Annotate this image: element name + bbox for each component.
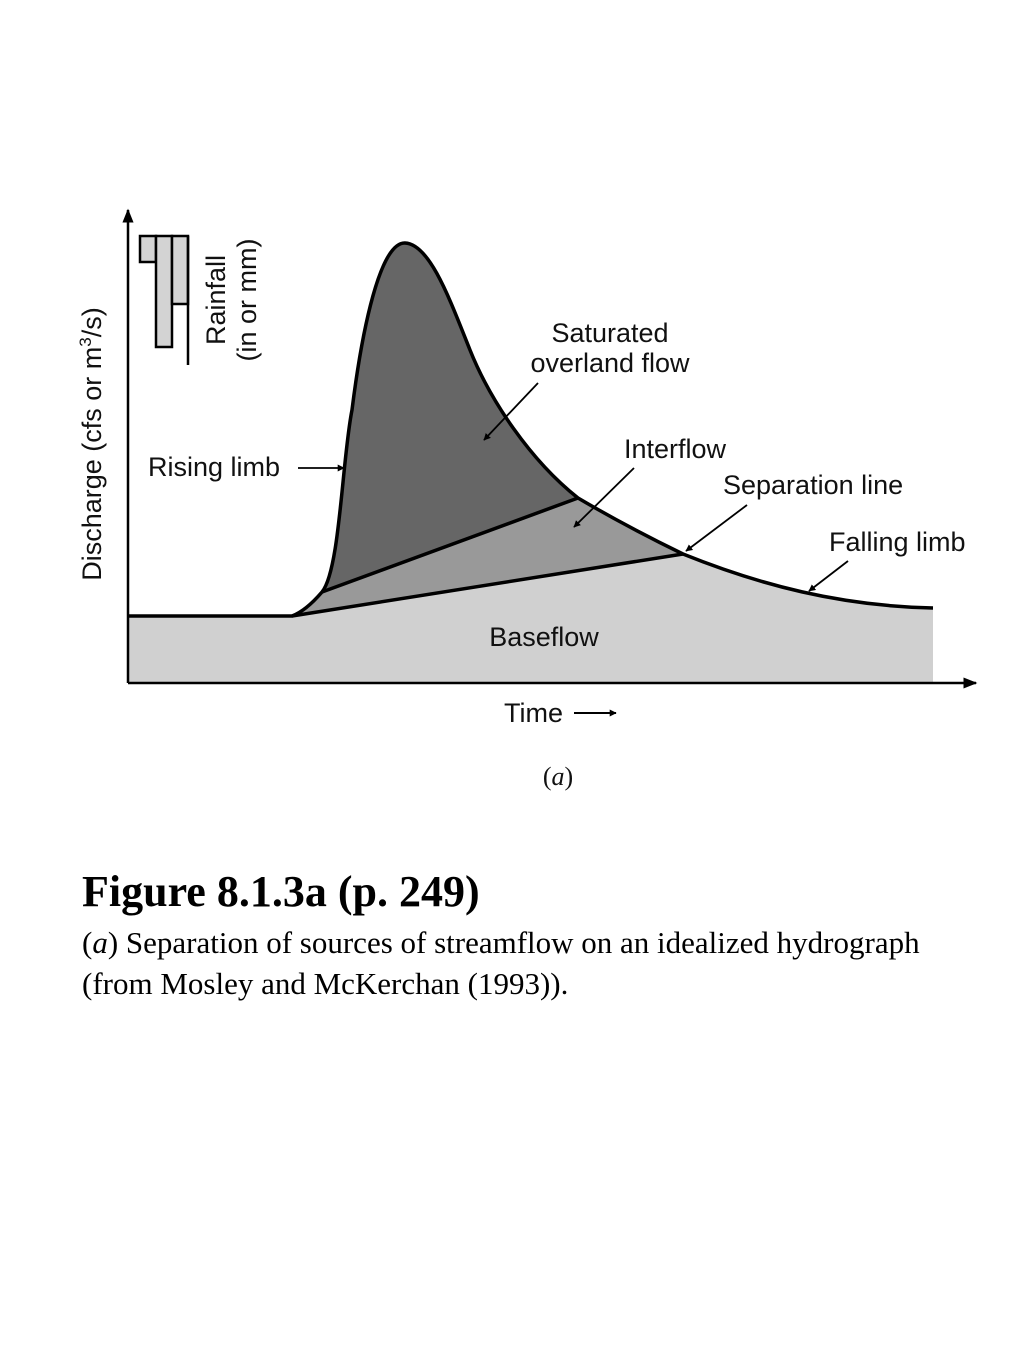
saturated-overland-flow-label-line2: overland flow	[530, 348, 690, 378]
rainfall-label: Rainfall	[201, 255, 231, 345]
caption-text: Separation of sources of streamflow on a…	[82, 925, 920, 1001]
x-axis-label: Time	[504, 698, 563, 728]
figure-caption: (a) Separation of sources of streamflow …	[82, 925, 920, 1001]
overland-flow-pointer	[483, 382, 539, 441]
falling-limb-label: Falling limb	[829, 527, 966, 557]
overland-flow-area	[322, 242, 578, 592]
interflow-separation-line	[321, 496, 579, 594]
rainfall-hyetograph	[138, 234, 190, 365]
baseflow-separation-line	[291, 552, 684, 618]
rainfall-bar	[170, 234, 190, 306]
interflow-label: Interflow	[624, 434, 727, 464]
separation-line-label: Separation line	[723, 470, 903, 500]
hydrograph-curve	[128, 241, 934, 618]
baseflow-label: Baseflow	[489, 622, 599, 652]
falling-limb-pointer	[808, 560, 849, 592]
caption-letter: a	[92, 925, 108, 960]
interflow-pointer	[573, 467, 635, 528]
baseflow-area	[128, 554, 933, 683]
rising-limb-label: Rising limb	[148, 452, 280, 482]
rainfall-units-label: (in or mm)	[232, 239, 262, 362]
rainfall-bar	[138, 234, 158, 264]
rainfall-bar	[154, 234, 174, 349]
figure-title: Figure 8.1.3a (p. 249)	[82, 867, 480, 916]
subfigure-label: (a)	[543, 762, 573, 791]
saturated-overland-flow-label: Saturated	[551, 318, 668, 348]
y-axis-label: Discharge (cfs or m3/s)	[76, 307, 107, 581]
interflow-area	[292, 498, 683, 616]
separation-line-pointer	[685, 504, 748, 552]
